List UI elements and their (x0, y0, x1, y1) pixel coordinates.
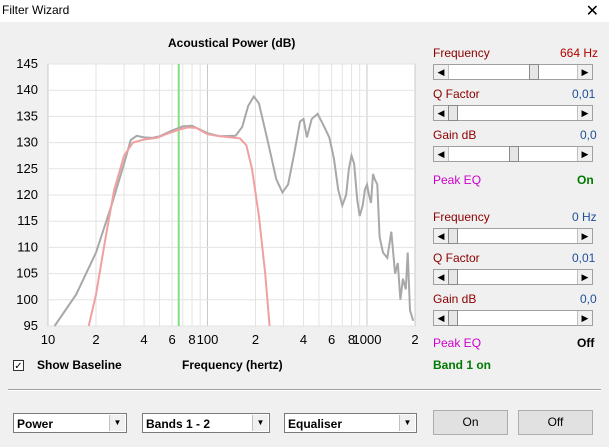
y-tick-label: 120 (16, 187, 38, 202)
y-tick-label: 95 (24, 318, 38, 333)
slider-thumb[interactable] (509, 146, 519, 162)
slider-left-arrow-icon[interactable]: ◀ (434, 106, 449, 120)
slider-thumb[interactable] (448, 269, 458, 285)
band1-gain-label: Gain dB (433, 128, 477, 142)
y-tick-label: 105 (16, 266, 38, 281)
band1-q-value: 0,01 (572, 87, 596, 101)
chevron-down-icon[interactable]: ▼ (109, 415, 125, 431)
y-tick-label: 145 (16, 56, 38, 71)
slider-thumb[interactable] (448, 310, 458, 326)
on-button[interactable]: On (433, 410, 508, 435)
band1-eq-value: On (577, 173, 594, 187)
slider-right-arrow-icon[interactable]: ▶ (577, 311, 592, 325)
band2-eq-label: Peak EQ (433, 336, 482, 350)
bands-select-value: Bands 1 - 2 (146, 417, 211, 431)
band1-gain-value: 0,0 (580, 128, 597, 142)
x-tick-label: 4 (300, 332, 307, 347)
bands-select[interactable]: Bands 1 - 2 ▼ (142, 413, 270, 433)
chart-title: Acoustical Power (dB) (168, 36, 296, 50)
x-tick-label: 10 (41, 332, 55, 347)
slider-thumb[interactable] (528, 64, 539, 80)
slider-left-arrow-icon[interactable]: ◀ (434, 147, 449, 161)
x-tick-label: 100 (197, 332, 219, 347)
x-tick-label: 8 (188, 332, 195, 347)
band1-frequency-slider[interactable]: ◀ ▶ (433, 64, 593, 80)
band2-eq-value: Off (577, 336, 595, 350)
slider-thumb[interactable] (448, 105, 458, 121)
band2-frequency-label: Frequency (433, 210, 490, 224)
divider (8, 389, 601, 391)
band2-q-value: 0,01 (572, 251, 596, 265)
filter-type-select[interactable]: Equaliser ▼ (284, 413, 417, 433)
y-tick-label: 115 (17, 213, 38, 228)
x-axis-label: Frequency (hertz) (182, 358, 283, 372)
show-baseline-label[interactable]: Show Baseline (37, 358, 122, 372)
x-tick-label: 4 (140, 332, 147, 347)
slider-right-arrow-icon[interactable]: ▶ (577, 147, 592, 161)
off-button[interactable]: Off (518, 410, 593, 435)
slider-left-arrow-icon[interactable]: ◀ (434, 65, 449, 79)
slider-left-arrow-icon[interactable]: ◀ (434, 229, 449, 243)
slider-thumb[interactable] (448, 228, 458, 244)
x-tick-label: 2 (411, 332, 418, 347)
filtered-series-line (87, 126, 271, 327)
mode-select-value: Power (17, 417, 54, 431)
y-tick-label: 135 (16, 108, 38, 123)
x-tick-label: 2 (92, 332, 99, 347)
x-tick-label: 2 (252, 332, 259, 347)
show-baseline-checkbox[interactable]: ✓ (13, 360, 24, 372)
band1-frequency-label: Frequency (433, 46, 490, 60)
band2-gain-slider[interactable]: ◀ ▶ (433, 310, 593, 326)
chevron-down-icon[interactable]: ▼ (399, 415, 415, 431)
band1-q-label: Q Factor (433, 87, 480, 101)
slider-left-arrow-icon[interactable]: ◀ (434, 270, 449, 284)
slider-right-arrow-icon[interactable]: ▶ (577, 270, 592, 284)
band1-q-slider[interactable]: ◀ ▶ (433, 105, 593, 121)
y-tick-label: 100 (16, 292, 38, 307)
title-bar: Filter Wizard ✕ (0, 0, 609, 22)
y-tick-label: 125 (16, 161, 38, 176)
band-status-label: Band 1 on (433, 358, 492, 372)
close-icon[interactable]: ✕ (585, 3, 599, 20)
chevron-down-icon[interactable]: ▼ (252, 415, 268, 431)
band1-eq-label: Peak EQ (433, 173, 482, 187)
band1-gain-slider[interactable]: ◀ ▶ (433, 146, 593, 162)
slider-right-arrow-icon[interactable]: ▶ (577, 229, 592, 243)
band2-q-slider[interactable]: ◀ ▶ (433, 269, 593, 285)
slider-left-arrow-icon[interactable]: ◀ (434, 311, 449, 325)
x-tick-label: 8 (348, 332, 355, 347)
y-tick-label: 130 (16, 135, 38, 150)
baseline-series-line (53, 94, 415, 327)
filter-type-select-value: Equaliser (288, 417, 343, 431)
band1-frequency-value: 664 Hz (560, 46, 599, 60)
x-tick-label: 1000 (353, 332, 382, 347)
mode-select[interactable]: Power ▼ (13, 413, 127, 433)
slider-right-arrow-icon[interactable]: ▶ (577, 106, 592, 120)
band2-q-label: Q Factor (433, 251, 480, 265)
x-tick-label: 6 (168, 332, 175, 347)
y-tick-label: 140 (16, 82, 38, 97)
slider-right-arrow-icon[interactable]: ▶ (577, 65, 592, 79)
y-tick-label: 110 (17, 239, 38, 254)
band2-gain-value: 0,0 (580, 292, 597, 306)
band2-gain-label: Gain dB (433, 292, 477, 306)
band2-frequency-value: 0 Hz (572, 210, 597, 224)
band2-frequency-slider[interactable]: ◀ ▶ (433, 228, 593, 244)
window-title: Filter Wizard (2, 3, 70, 17)
x-tick-label: 6 (328, 332, 335, 347)
